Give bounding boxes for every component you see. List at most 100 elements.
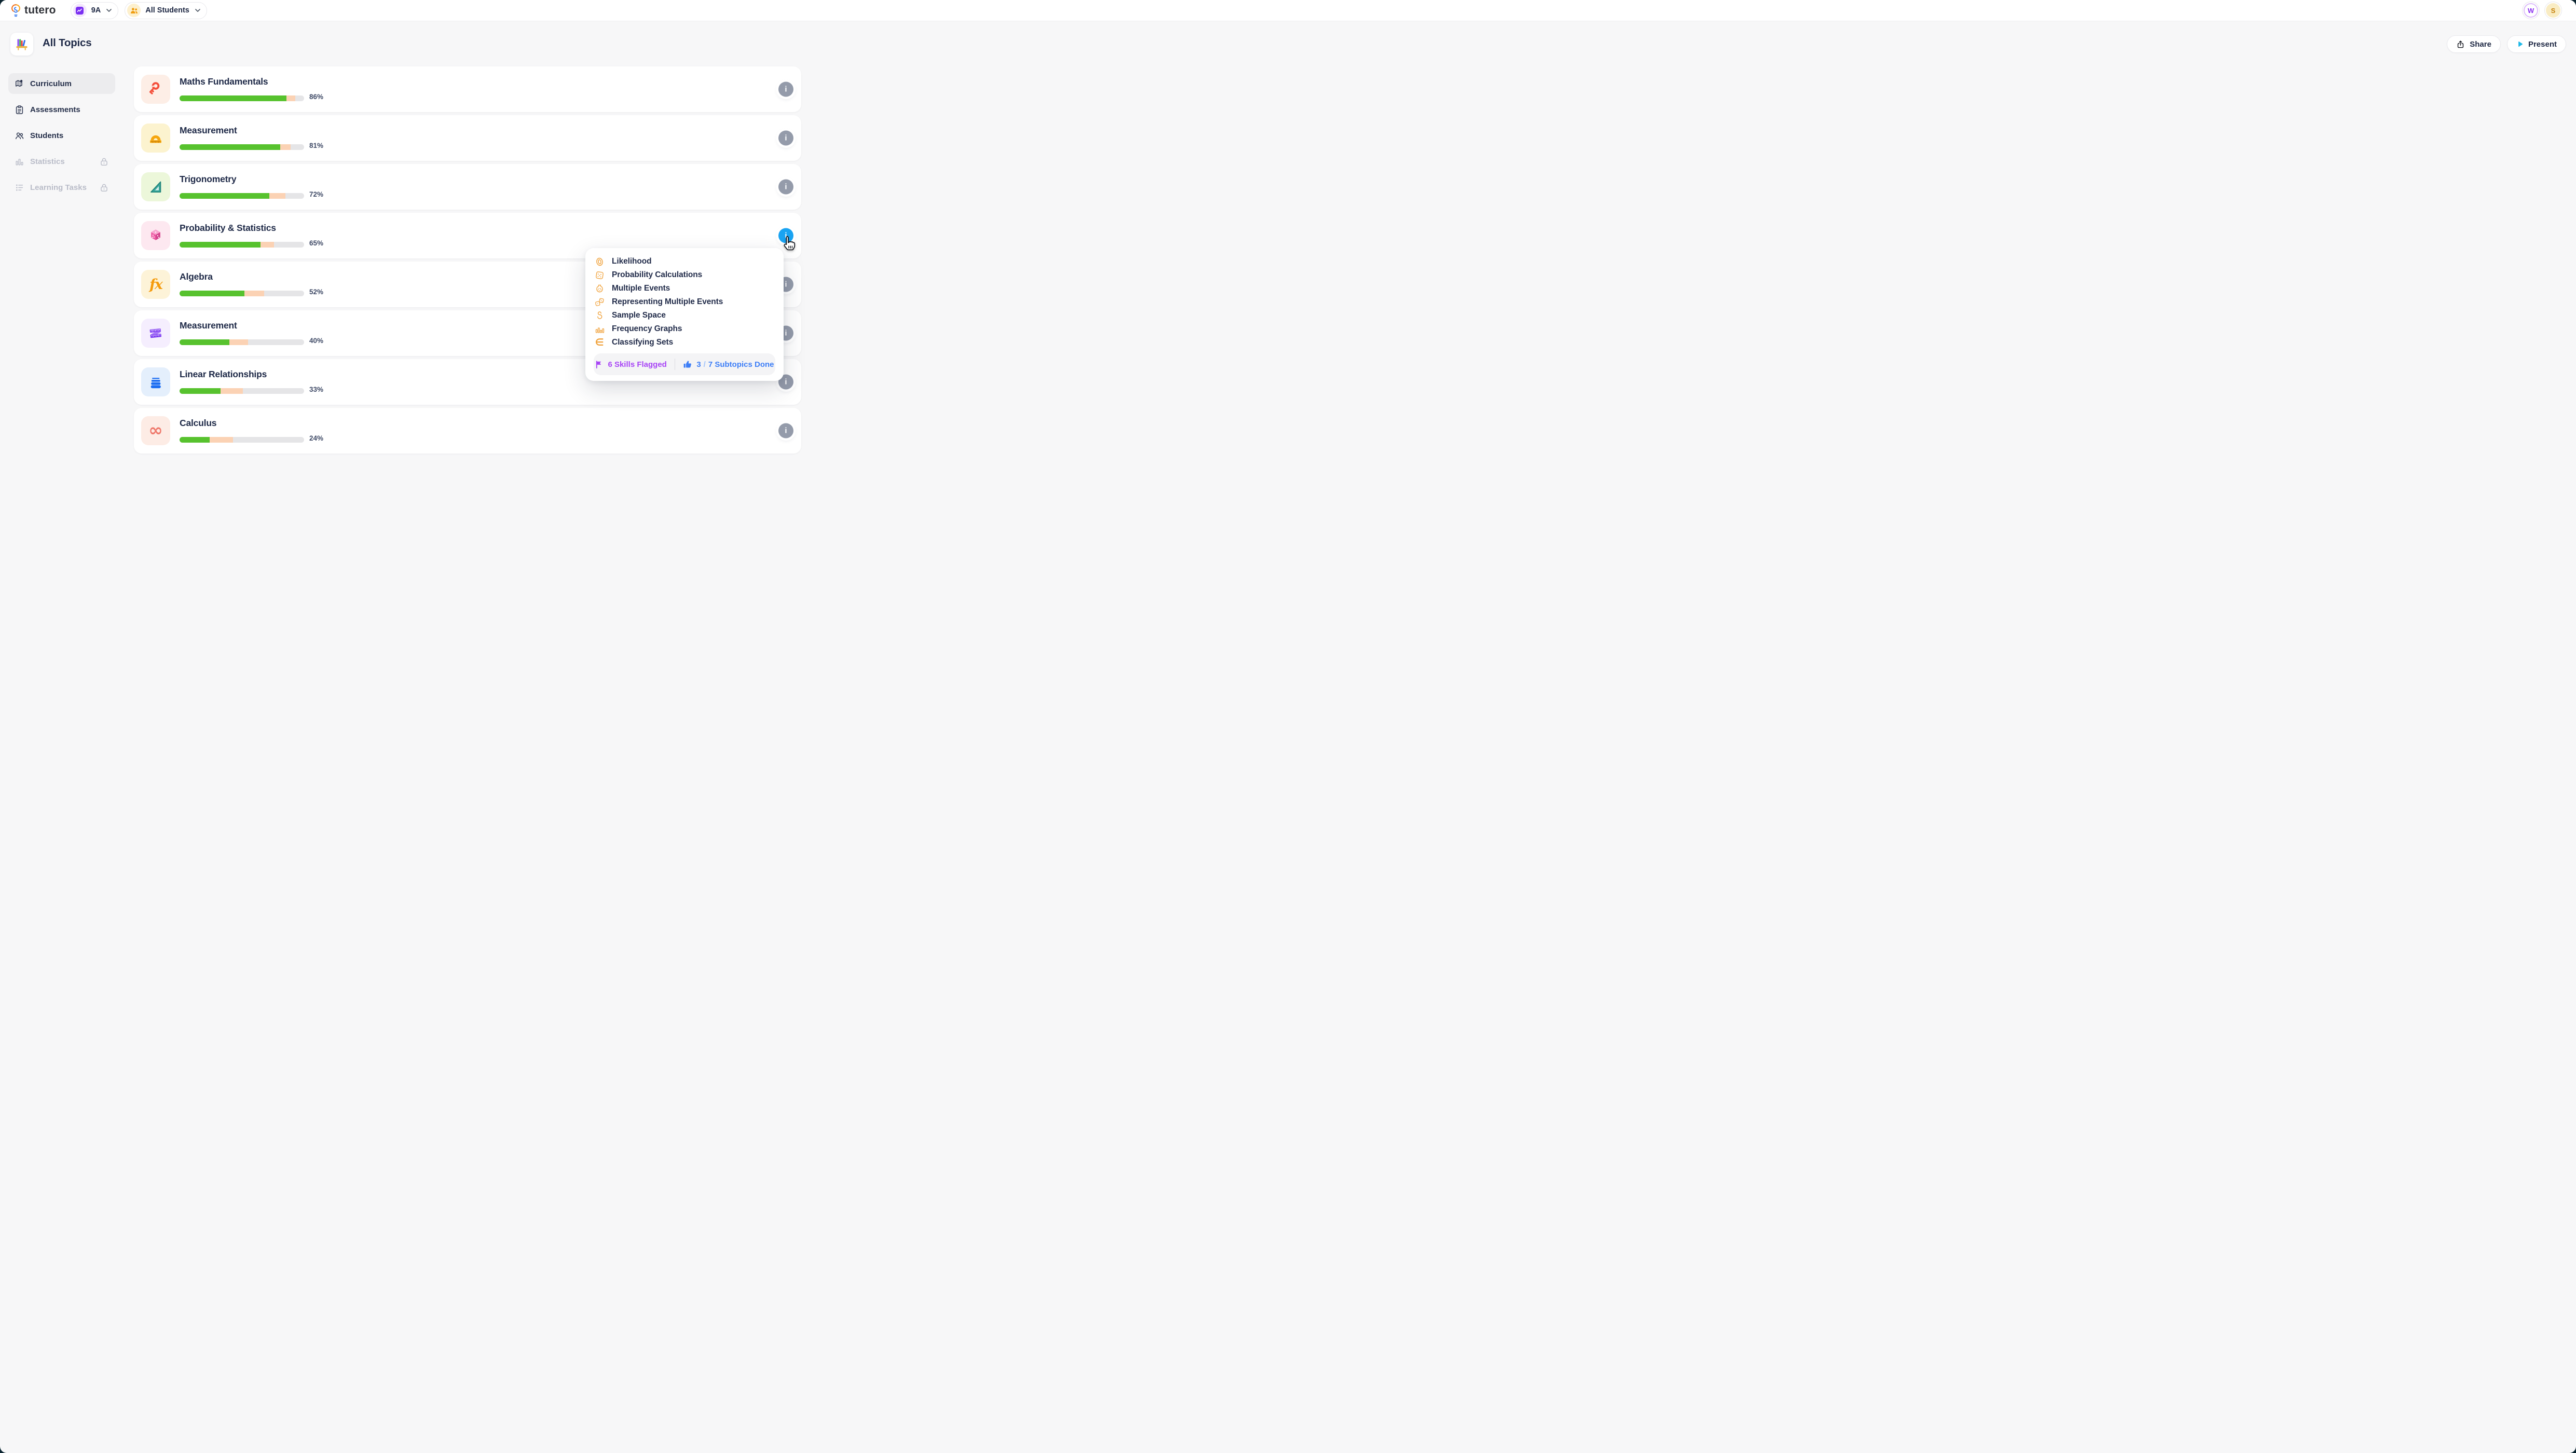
topic-card[interactable]: Trigonometry 72% i <box>134 164 801 210</box>
topic-progress-bar <box>180 339 304 345</box>
sidebar-item-label: Learning Tasks <box>30 183 87 192</box>
subtopic-label: Representing Multiple Events <box>612 297 723 306</box>
sidebar-item-statistics: Statistics <box>8 151 115 172</box>
progress-mastery-segment <box>180 144 281 150</box>
play-icon <box>2516 40 2524 48</box>
done-slash: / <box>703 360 706 369</box>
topic-progress-bar <box>180 144 304 150</box>
class-selector-label: 9A <box>91 6 101 15</box>
info-button[interactable]: i <box>778 228 793 243</box>
progress-inprogress-segment <box>221 388 243 394</box>
key-icon <box>141 75 170 104</box>
subtopic-item[interactable]: Probability Calculations <box>594 268 775 282</box>
progress-mastery-segment <box>180 437 210 443</box>
subtopics-popup: Likelihood Probability Calculations Multip… <box>585 248 784 381</box>
brand[interactable]: tutero <box>10 3 56 18</box>
progress-inprogress-segment <box>229 339 248 345</box>
subtopic-item[interactable]: Sample Space <box>594 309 775 322</box>
progress-mastery-segment <box>180 242 261 248</box>
progress-mastery-segment <box>180 193 269 199</box>
sidebar-item-curriculum[interactable]: Curriculum <box>8 73 115 94</box>
topic-title: Measurement <box>180 125 237 135</box>
popup-footer: 6 Skills Flagged 3 / 7 Subtopics Done <box>594 353 775 375</box>
present-button-label: Present <box>2528 39 2557 49</box>
topic-title: Algebra <box>180 271 213 282</box>
subtopic-item[interactable]: Frequency Graphs <box>594 322 775 336</box>
progress-mastery-segment <box>180 95 287 101</box>
progress-inprogress-segment <box>244 291 265 296</box>
element-of-icon: ∈ <box>595 337 604 348</box>
topic-card[interactable]: Probability & Statistics 65% i <box>134 213 801 258</box>
task-list-icon <box>15 183 24 193</box>
subtopic-item[interactable]: Likelihood <box>594 255 775 268</box>
bar-graph-icon <box>594 324 605 334</box>
progress-mastery-segment <box>180 291 244 296</box>
topbar: tutero 9A All Students W S <box>0 0 2576 21</box>
thumbs-up-icon <box>683 360 692 369</box>
progress-inprogress-segment <box>209 437 234 443</box>
subtopics-done-label: 3 / 7 Subtopics Done <box>696 360 774 369</box>
lock-icon <box>99 157 109 167</box>
class-selector[interactable]: 9A <box>70 2 119 19</box>
sidebar-item-students[interactable]: Students <box>8 125 115 146</box>
tutero-logo-icon <box>10 3 21 18</box>
topic-progress-bar <box>180 242 304 248</box>
progress-mastery-segment <box>180 388 221 394</box>
flag-icon <box>595 360 604 369</box>
subtopic-label: Multiple Events <box>612 284 670 293</box>
topic-progress-bar <box>180 388 304 394</box>
subtopic-label: Sample Space <box>612 311 666 320</box>
infinity-icon: ∞ <box>141 416 170 445</box>
info-button[interactable]: i <box>778 81 793 97</box>
topic-title: Trigonometry <box>180 174 237 184</box>
info-button[interactable]: i <box>778 130 793 146</box>
lock-icon <box>99 183 109 193</box>
subtopic-label: Classifying Sets <box>612 338 674 347</box>
info-button[interactable]: i <box>778 423 793 438</box>
coin-icon <box>594 257 605 267</box>
share-button-label: Share <box>2470 39 2491 49</box>
topic-card[interactable]: Maths Fundamentals 86% i <box>134 66 801 112</box>
topic-card[interactable]: ∞ Calculus 24% i <box>134 408 801 454</box>
sidebar-item-label: Students <box>30 131 64 140</box>
map-icon <box>15 79 24 89</box>
bookshelf-icon <box>10 33 33 56</box>
skills-flagged-label: 6 Skills Flagged <box>608 360 667 369</box>
avatar[interactable]: W <box>2522 1 2540 20</box>
present-button[interactable]: Present <box>2506 35 2566 53</box>
progress-inprogress-segment <box>286 95 296 101</box>
bar-chart-icon <box>15 157 24 167</box>
two-dice-icon <box>594 297 605 307</box>
subtopic-item[interactable]: Representing Multiple Events <box>594 295 775 309</box>
avatar[interactable]: S <box>2544 1 2563 20</box>
share-icon <box>2456 40 2465 49</box>
sidebar-item-label: Statistics <box>30 157 65 166</box>
topic-percent: 24% <box>309 434 324 442</box>
topic-percent: 81% <box>309 142 324 149</box>
single-die-icon <box>594 270 605 280</box>
topic-percent: 65% <box>309 239 324 247</box>
subtopic-item[interactable]: Multiple Events <box>594 282 775 295</box>
subtopic-item[interactable]: ∈ Classifying Sets <box>594 336 775 349</box>
subtopic-list: Likelihood Probability Calculations Multip… <box>594 255 775 349</box>
marble-jar-icon <box>594 284 605 294</box>
student-selector[interactable]: All Students <box>125 2 207 19</box>
brand-name: tutero <box>24 4 56 16</box>
share-button[interactable]: Share <box>2447 35 2501 53</box>
topic-percent: 52% <box>309 288 324 296</box>
divider <box>674 359 676 370</box>
topic-progress-bar <box>180 437 304 443</box>
triangle-ruler-icon <box>141 172 170 201</box>
topic-progress-bar <box>180 193 304 199</box>
topic-card[interactable]: Measurement 81% i <box>134 115 801 161</box>
info-button[interactable]: i <box>778 179 793 195</box>
topic-percent: 86% <box>309 93 324 101</box>
sidebar: Curriculum Assessments Students Statistics L… <box>8 73 115 198</box>
done-rest: 7 Subtopics Done <box>708 360 774 369</box>
avatar-group: W S <box>2522 1 2566 20</box>
sidebar-item-learning-tasks: Learning Tasks <box>8 177 115 198</box>
topic-title: Measurement <box>180 320 237 331</box>
subtopic-label: Probability Calculations <box>612 270 703 279</box>
sidebar-item-assessments[interactable]: Assessments <box>8 99 115 120</box>
topic-percent: 40% <box>309 337 324 345</box>
